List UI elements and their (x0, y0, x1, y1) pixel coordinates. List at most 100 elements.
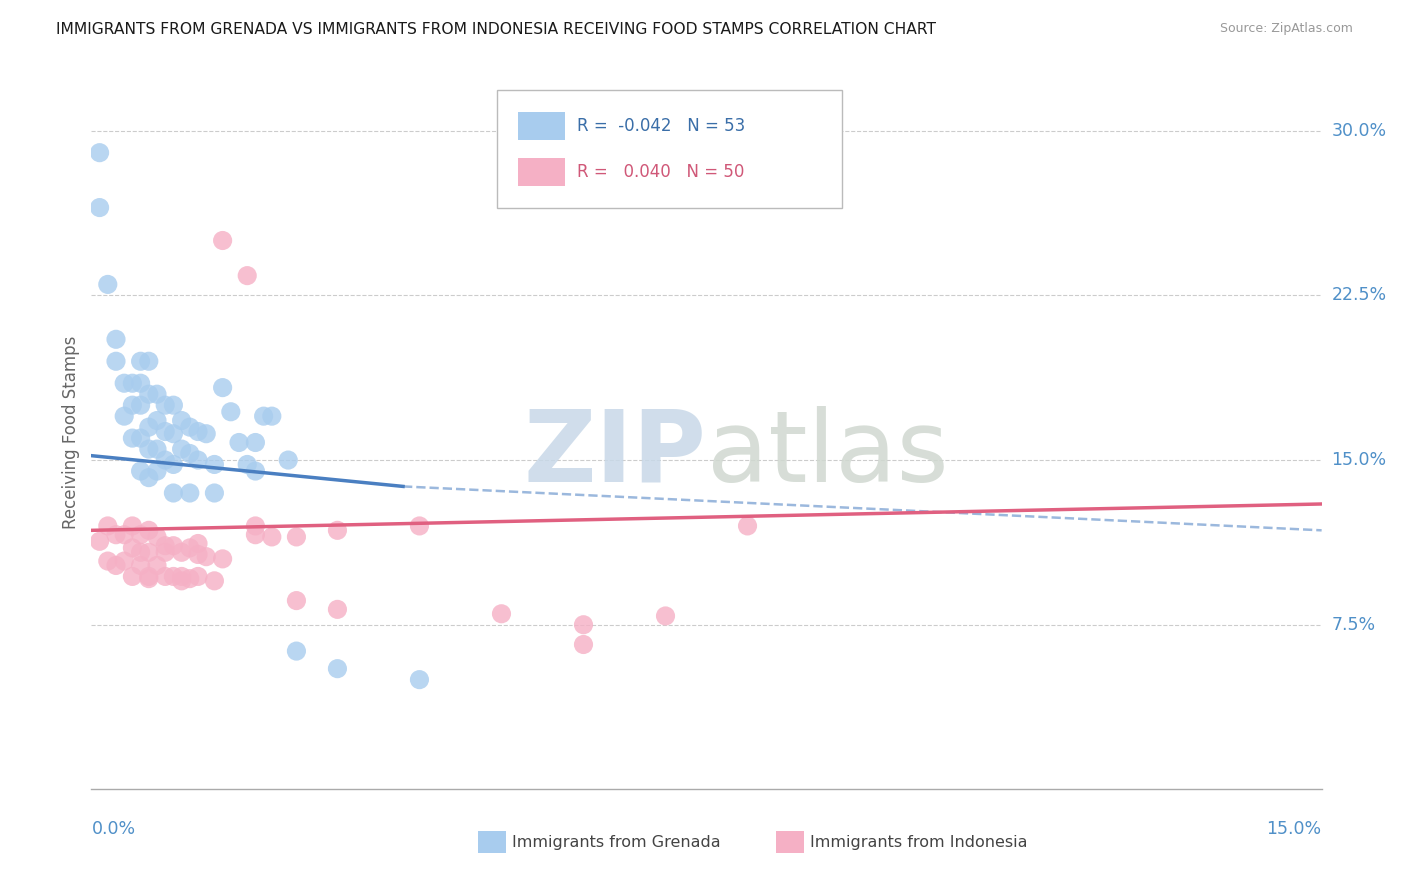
Point (129, 376, 152, 391)
Point (146, 442, 169, 456)
Point (138, 420, 160, 434)
Point (129, 527, 152, 541)
Point (105, 558, 127, 573)
Point (112, 376, 135, 391)
Text: 7.5%: 7.5% (1331, 615, 1375, 633)
Point (260, 530, 283, 544)
Point (121, 519, 143, 533)
FancyBboxPatch shape (519, 112, 565, 140)
Point (187, 569, 209, 583)
Point (236, 268, 259, 283)
Text: 15.0%: 15.0% (1331, 451, 1386, 469)
Point (89, 145, 111, 160)
Point (112, 527, 135, 541)
Point (129, 464, 152, 478)
Point (153, 425, 177, 439)
Point (162, 486, 184, 500)
Point (153, 569, 177, 583)
Point (138, 572, 160, 586)
Point (179, 541, 201, 555)
Point (170, 413, 193, 427)
Point (326, 524, 349, 538)
Point (121, 541, 143, 555)
Point (89, 534, 111, 549)
Point (121, 376, 143, 391)
Point (138, 524, 160, 538)
Text: IMMIGRANTS FROM GRENADA VS IMMIGRANTS FROM INDONESIA RECEIVING FOOD STAMPS CORRE: IMMIGRANTS FROM GRENADA VS IMMIGRANTS FR… (56, 22, 936, 37)
Point (129, 354, 152, 368)
Point (211, 381, 233, 395)
Point (138, 569, 160, 583)
Point (170, 442, 193, 456)
Point (146, 530, 169, 544)
Point (260, 409, 283, 424)
FancyBboxPatch shape (519, 158, 565, 186)
Point (211, 234, 233, 248)
Point (326, 602, 349, 616)
Text: R =   0.040   N = 50: R = 0.040 N = 50 (578, 163, 745, 181)
Point (202, 574, 225, 588)
Point (277, 453, 299, 467)
Point (326, 662, 349, 676)
Point (138, 470, 160, 484)
Point (187, 548, 209, 562)
Point (97, 277, 120, 292)
Point (245, 464, 267, 478)
Point (153, 453, 177, 467)
Point (112, 409, 135, 424)
Text: Source: ZipAtlas.com: Source: ZipAtlas.com (1219, 22, 1353, 36)
Point (228, 435, 250, 450)
Point (162, 569, 184, 583)
Point (187, 425, 209, 439)
Point (89, 201, 111, 215)
Point (253, 409, 276, 424)
Point (146, 387, 169, 401)
Text: 15.0%: 15.0% (1267, 820, 1322, 838)
Point (285, 530, 308, 544)
Point (105, 332, 127, 346)
Point (153, 398, 177, 412)
Point (146, 413, 169, 427)
Point (179, 572, 201, 586)
Text: ZIP: ZIP (523, 406, 706, 502)
Point (138, 387, 160, 401)
Point (245, 519, 267, 533)
Point (202, 486, 225, 500)
Point (245, 527, 267, 541)
Text: atlas: atlas (706, 406, 948, 502)
Point (179, 446, 201, 460)
Point (129, 545, 152, 559)
Text: R =  -0.042   N = 53: R = -0.042 N = 53 (578, 118, 745, 136)
Point (138, 545, 160, 559)
Text: 0.0%: 0.0% (91, 820, 135, 838)
Text: 30.0%: 30.0% (1331, 121, 1386, 140)
Point (170, 569, 193, 583)
Point (105, 527, 127, 541)
Point (491, 607, 513, 621)
Point (121, 431, 143, 445)
Point (408, 519, 430, 533)
Point (146, 464, 169, 478)
Point (105, 354, 127, 368)
Point (153, 539, 177, 553)
Point (153, 545, 177, 559)
Text: Immigrants from Indonesia: Immigrants from Indonesia (810, 835, 1028, 849)
Point (654, 609, 676, 624)
Point (146, 558, 169, 573)
Point (245, 435, 267, 450)
Point (162, 426, 184, 441)
Point (187, 536, 209, 550)
Point (121, 398, 143, 412)
Point (170, 545, 193, 559)
Point (195, 426, 218, 441)
Point (162, 539, 184, 553)
Point (572, 617, 595, 632)
Point (170, 574, 193, 588)
Point (202, 458, 225, 472)
Point (187, 453, 209, 467)
Point (572, 638, 595, 652)
Y-axis label: Receiving Food Stamps: Receiving Food Stamps (62, 336, 80, 529)
Point (219, 405, 242, 419)
Point (121, 569, 143, 583)
Point (162, 398, 184, 412)
